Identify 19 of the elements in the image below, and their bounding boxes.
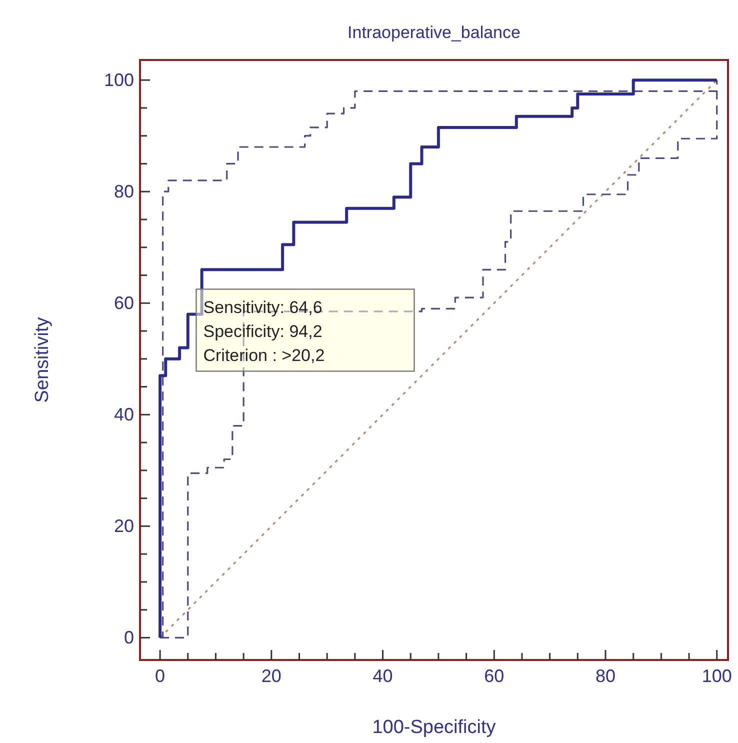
y-tick-label: 40 xyxy=(114,404,134,425)
x-tick-label: 80 xyxy=(595,666,616,686)
y-tick-label: 60 xyxy=(114,293,134,314)
y-axis-title: Sensitivity xyxy=(32,316,53,403)
y-tick-label: 20 xyxy=(114,516,134,536)
chart-title: Intraoperative_balance xyxy=(348,23,520,42)
y-tick-label: 80 xyxy=(114,182,134,202)
tooltip-box: Sensitivity: 64,6 Specificity: 94,2 Criterion : >20,2 xyxy=(196,288,415,372)
x-tick-label: 20 xyxy=(261,666,282,686)
annotation: Sensitivity: 64,6 xyxy=(203,298,322,318)
x-tick-label: 0 xyxy=(155,666,166,686)
x-tick-label: 40 xyxy=(372,666,393,686)
x-tick-label: 60 xyxy=(484,666,504,686)
annotation: Specificity: 94,2 xyxy=(203,322,322,342)
y-tick-label: 0 xyxy=(124,628,134,648)
x-axis-title: 100-Specificity xyxy=(372,717,496,738)
annotation: Criterion : >20,2 xyxy=(203,346,325,366)
y-tick-label: 100 xyxy=(104,70,134,90)
x-tick-label: 100 xyxy=(702,666,732,686)
